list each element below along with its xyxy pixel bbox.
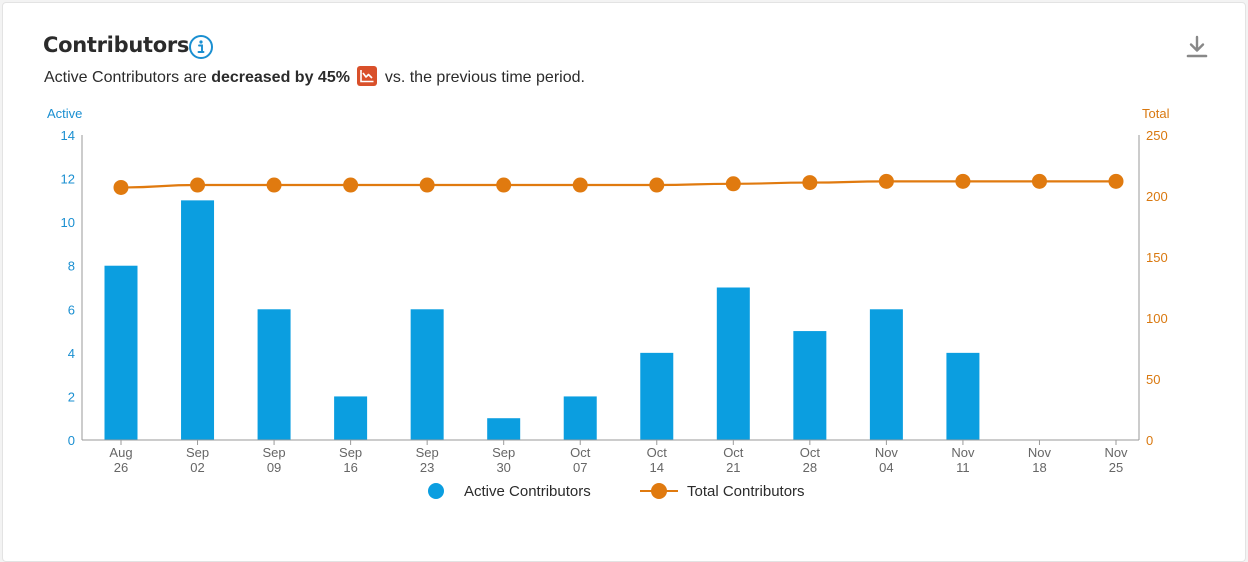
active-bar[interactable] xyxy=(716,287,750,441)
right-tick-label: 0 xyxy=(1146,433,1153,448)
x-tick-label: Sep 02 xyxy=(186,445,209,475)
summary-change: decreased by 45% xyxy=(211,69,350,86)
right-axis: Total 0 50 100 150 200 250 xyxy=(1138,106,1170,448)
total-point[interactable] xyxy=(113,179,129,195)
x-axis-ticks: Aug 26 Sep 02 Sep 09 Sep 16 Sep 23 Sep 30 Oct 07 Oct 14… xyxy=(109,440,1128,475)
total-point[interactable] xyxy=(190,177,206,193)
left-tick-label: 10 xyxy=(61,215,75,230)
active-bar[interactable] xyxy=(257,309,291,440)
total-point[interactable] xyxy=(802,175,818,191)
right-tick-label: 100 xyxy=(1146,311,1168,326)
x-tick-label: Sep 16 xyxy=(339,445,362,475)
left-tick-label: 2 xyxy=(68,389,75,404)
active-bar[interactable] xyxy=(181,200,215,440)
left-tick-label: 14 xyxy=(61,128,75,143)
x-tick-label: Oct 21 xyxy=(723,445,744,475)
x-tick-label: Oct 28 xyxy=(800,445,821,475)
x-tick-label: Oct 14 xyxy=(647,445,668,475)
left-tick-label: 0 xyxy=(68,433,75,448)
x-tick-label: Oct 07 xyxy=(570,445,591,475)
total-line-path xyxy=(120,180,1116,189)
active-bar[interactable] xyxy=(563,396,597,440)
left-tick-label: 12 xyxy=(61,172,75,187)
active-bar[interactable] xyxy=(640,352,674,440)
summary-suffix: vs. the previous time period. xyxy=(384,69,585,86)
x-tick-label: Nov 11 xyxy=(951,445,975,475)
total-point[interactable] xyxy=(955,173,971,189)
total-point[interactable] xyxy=(649,177,665,193)
total-point[interactable] xyxy=(266,177,282,193)
total-line xyxy=(113,173,1124,195)
active-bar[interactable] xyxy=(410,309,444,440)
right-tick-label: 50 xyxy=(1146,372,1160,387)
total-point[interactable] xyxy=(343,177,359,193)
total-point[interactable] xyxy=(496,177,512,193)
active-bar[interactable] xyxy=(793,331,827,440)
info-icon[interactable] xyxy=(188,34,214,60)
right-tick-label: 150 xyxy=(1146,250,1168,265)
left-tick-label: 8 xyxy=(68,259,75,274)
total-point[interactable] xyxy=(878,173,894,189)
active-bar[interactable] xyxy=(869,309,903,440)
contributors-chart: Active 0 2 4 6 8 10 12 14 Total 0 50 100 150 200 250… xyxy=(47,106,1170,500)
x-tick-label: Nov 25 xyxy=(1104,445,1128,475)
download-icon[interactable] xyxy=(1185,34,1209,60)
legend-total-label: Total Contributors xyxy=(687,483,805,500)
total-point[interactable] xyxy=(1108,173,1124,189)
legend-total-marker xyxy=(651,483,667,499)
active-bars xyxy=(104,200,980,441)
active-bar[interactable] xyxy=(334,396,368,440)
x-tick-label: Sep 09 xyxy=(263,445,286,475)
x-tick-label: Sep 30 xyxy=(492,445,515,475)
x-tick-label: Aug 26 xyxy=(109,445,132,475)
summary-text: Active Contributors are decreased by 45%… xyxy=(44,66,585,87)
x-tick-label: Nov 04 xyxy=(875,445,899,475)
left-tick-label: 4 xyxy=(68,346,75,361)
total-point[interactable] xyxy=(725,176,741,192)
left-tick-label: 6 xyxy=(68,302,75,317)
x-tick-label: Nov 18 xyxy=(1028,445,1052,475)
legend-active-marker xyxy=(428,483,444,499)
legend-active-label: Active Contributors xyxy=(464,483,591,500)
summary-prefix: Active Contributors are xyxy=(44,69,207,86)
total-point[interactable] xyxy=(419,177,435,193)
trend-down-icon xyxy=(357,66,378,86)
total-point[interactable] xyxy=(572,177,588,193)
legend: Active Contributors Total Contributors xyxy=(428,483,805,500)
left-axis-label: Active xyxy=(47,106,82,121)
active-bar[interactable] xyxy=(104,265,138,440)
active-bar[interactable] xyxy=(946,352,980,440)
x-tick-label: Sep 23 xyxy=(416,445,439,475)
active-bar[interactable] xyxy=(487,418,521,440)
right-axis-label: Total xyxy=(1142,106,1170,121)
card-title: Contributors xyxy=(43,33,190,57)
total-point[interactable] xyxy=(1031,173,1047,189)
right-tick-label: 250 xyxy=(1146,128,1168,143)
left-axis: Active 0 2 4 6 8 10 12 14 xyxy=(47,106,83,448)
right-tick-label: 200 xyxy=(1146,189,1168,204)
